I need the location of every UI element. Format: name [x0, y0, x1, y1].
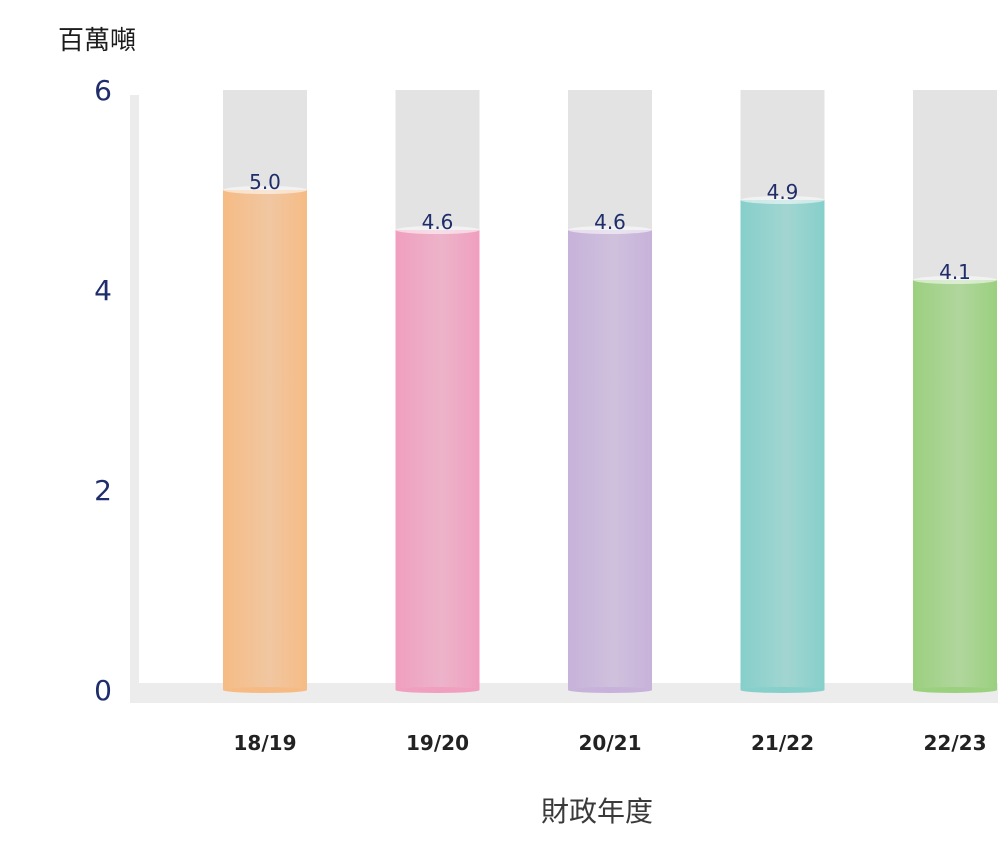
y-tick-label: 6 [94, 74, 112, 107]
bar-cap [913, 276, 997, 284]
bar-base [395, 687, 480, 693]
chart-labels: 5.0 18/19 4.6 19/20 4.6 20/21 4.9 21/22 4.1 22/23 [234, 170, 987, 755]
chart-bars [223, 90, 997, 693]
x-tick-label: 18/19 [234, 731, 297, 755]
x-tick-label: 21/22 [751, 731, 814, 755]
y-tick-label: 0 [94, 674, 112, 707]
x-tick-label: 22/23 [924, 731, 987, 755]
bar-cap [395, 226, 480, 234]
bar-base [740, 687, 825, 693]
bar-value-label: 5.0 [249, 170, 281, 194]
x-tick-label: 19/20 [406, 731, 469, 755]
y-axis-unit-label: 百萬噸 [58, 26, 137, 56]
bar-base [568, 687, 652, 693]
y-axis-wall [130, 95, 139, 703]
bar-cap [568, 226, 652, 234]
bar-base [913, 687, 997, 693]
bar [395, 230, 480, 690]
bar [740, 200, 825, 690]
bar-cap [740, 196, 825, 204]
bar-value-label: 4.1 [939, 260, 971, 284]
y-tick-label: 4 [94, 274, 112, 307]
x-tick-label: 20/21 [579, 731, 642, 755]
bar [913, 280, 997, 690]
bar-value-label: 4.6 [422, 210, 454, 234]
bar-value-label: 4.9 [767, 180, 799, 204]
bar [223, 190, 307, 690]
bar-cap [223, 186, 307, 194]
y-tick-label: 2 [94, 474, 112, 507]
x-axis-title: 財政年度 [540, 795, 653, 828]
bar-base [223, 687, 307, 693]
bar [568, 230, 652, 690]
bar-value-label: 4.6 [594, 210, 626, 234]
